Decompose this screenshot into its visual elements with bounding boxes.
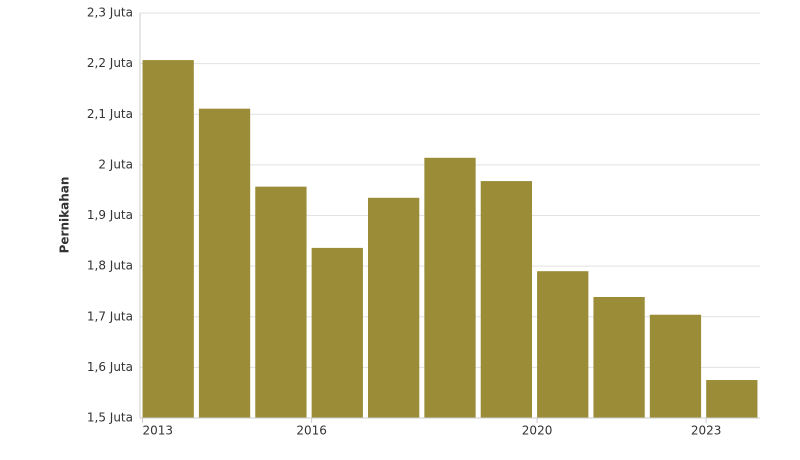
y-tick-label: 1,5 Juta xyxy=(87,411,133,425)
x-tick-label: 2023 xyxy=(691,424,722,438)
x-tick-label: 2013 xyxy=(143,424,174,438)
bar xyxy=(537,271,589,418)
y-tick-label: 1,6 Juta xyxy=(87,360,133,374)
y-tick-label: 2,1 Juta xyxy=(87,107,133,121)
bar xyxy=(311,247,363,418)
bar xyxy=(593,297,645,418)
y-tick-label: 2,2 Juta xyxy=(87,56,133,70)
bar xyxy=(255,186,307,418)
y-tick-label: 2,3 Juta xyxy=(87,6,133,20)
bar xyxy=(649,314,702,418)
y-axis-label: Pernikahan xyxy=(58,177,72,254)
bar xyxy=(367,197,420,418)
bar xyxy=(480,181,533,418)
y-tick-label: 1,8 Juta xyxy=(87,259,133,273)
y-tick-label: 1,7 Juta xyxy=(87,309,133,323)
bar xyxy=(706,380,758,418)
bar xyxy=(142,60,194,419)
bar xyxy=(198,108,251,419)
x-tick-label: 2016 xyxy=(296,424,327,438)
y-tick-label: 1,9 Juta xyxy=(87,208,133,222)
bar xyxy=(424,157,476,418)
y-tick-label: 2 Juta xyxy=(98,157,133,171)
x-tick-label: 2020 xyxy=(522,424,553,438)
